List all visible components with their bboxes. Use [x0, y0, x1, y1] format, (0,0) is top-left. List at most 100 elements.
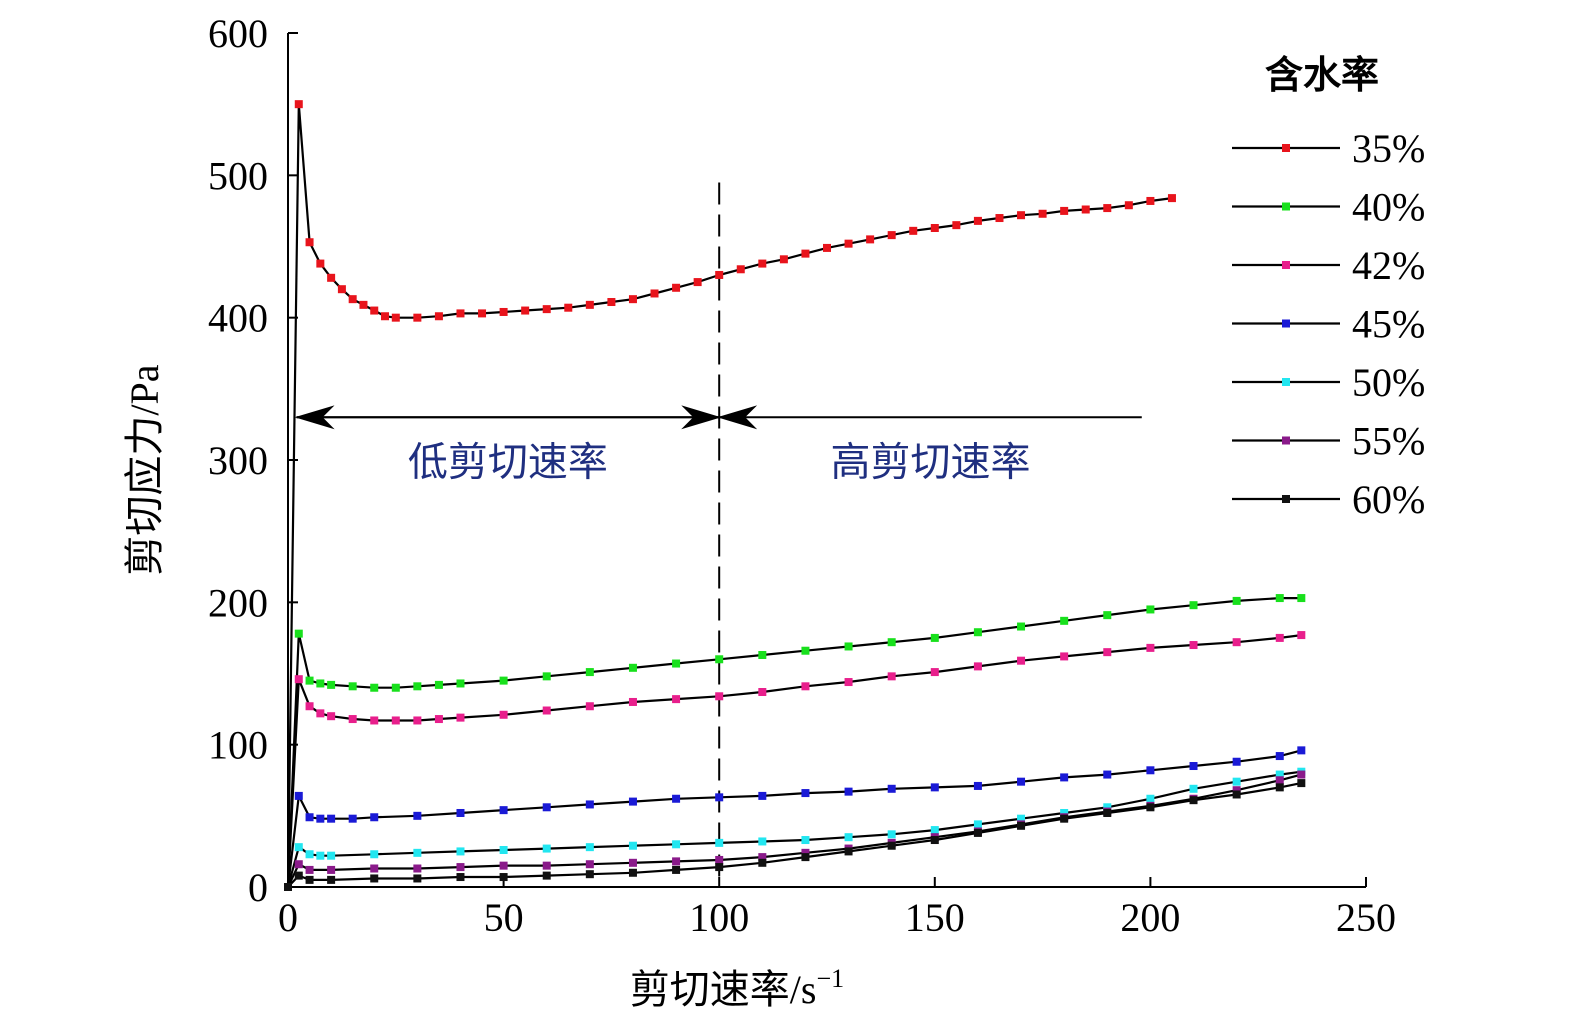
axes: 0 50 100 150 200 250 0 100 200 300 400 500 600 剪切速率/s…: [122, 11, 1396, 1012]
series-point: [327, 851, 336, 860]
series-point: [542, 706, 551, 715]
series-point: [1297, 779, 1306, 788]
series-point: [1017, 211, 1026, 220]
series-point: [294, 629, 303, 638]
series-1: [284, 100, 1176, 891]
series-point: [715, 692, 724, 701]
series-point: [316, 679, 325, 688]
y-tick-label: 0: [248, 865, 268, 910]
series-point: [305, 702, 314, 711]
series-2: [284, 594, 1306, 891]
series-point: [1146, 766, 1155, 775]
series-point: [413, 313, 422, 322]
series-point: [413, 716, 422, 725]
series-point: [1232, 596, 1241, 605]
y-tick-label: 600: [208, 11, 268, 56]
series-line: [287, 773, 1302, 888]
series-point: [542, 844, 551, 853]
series-point: [628, 868, 637, 877]
series-point: [1017, 622, 1026, 631]
series-point: [693, 278, 702, 287]
series-point: [973, 628, 982, 637]
series-point: [1189, 784, 1198, 793]
series-point: [844, 787, 853, 796]
series-point: [294, 100, 303, 109]
series-point: [758, 837, 767, 846]
series-7: [284, 779, 1306, 891]
series-point: [542, 803, 551, 812]
series-point: [1297, 594, 1306, 603]
series-point: [715, 855, 724, 864]
series-point: [973, 662, 982, 671]
legend-item: 35%: [1232, 126, 1425, 171]
series-point: [887, 638, 896, 647]
series-point: [1189, 796, 1198, 805]
series-point: [844, 642, 853, 651]
legend-label: 42%: [1352, 243, 1425, 288]
series-point: [1167, 194, 1176, 203]
series-point: [1081, 205, 1090, 214]
series-point: [499, 806, 508, 815]
legend-label: 40%: [1352, 185, 1425, 230]
series-point: [521, 306, 530, 315]
series-point: [316, 259, 325, 268]
series-point: [542, 672, 551, 681]
series-point: [628, 797, 637, 806]
series-line: [286, 103, 1173, 888]
series-point: [1275, 633, 1284, 642]
series-point: [542, 871, 551, 880]
y-tick-label: 500: [208, 153, 268, 198]
series-point: [1038, 209, 1047, 218]
series-point: [736, 265, 745, 274]
series-6: [284, 770, 1306, 891]
series-point: [564, 303, 573, 312]
series-point: [715, 655, 724, 664]
x-tick-label: 100: [689, 895, 749, 940]
legend-item: 60%: [1232, 477, 1425, 522]
x-tick-label: 200: [1120, 895, 1180, 940]
series-point: [801, 836, 810, 845]
series-point: [1017, 821, 1026, 830]
series-point: [672, 794, 681, 803]
series-point: [327, 814, 336, 823]
series-point: [952, 221, 961, 230]
series-point: [887, 784, 896, 793]
legend-label: 35%: [1352, 126, 1425, 171]
series-point: [456, 863, 465, 872]
x-tick-label: 0: [278, 895, 298, 940]
series-point: [1275, 776, 1284, 785]
series-point: [456, 873, 465, 882]
series-point: [1232, 777, 1241, 786]
series-point: [1103, 803, 1112, 812]
legend-item: 50%: [1232, 360, 1425, 405]
series-point: [801, 249, 810, 258]
series-point: [370, 813, 379, 822]
series-point: [758, 650, 767, 659]
series-point: [413, 811, 422, 820]
series-point: [844, 239, 853, 248]
series-point: [327, 712, 336, 721]
legend-item: 40%: [1232, 185, 1425, 230]
series-point: [715, 838, 724, 847]
series-point: [456, 679, 465, 688]
series-point: [844, 833, 853, 842]
series-point: [607, 298, 616, 307]
series-point: [801, 789, 810, 798]
series-point: [887, 841, 896, 850]
series-point: [434, 715, 443, 724]
series-point: [542, 861, 551, 870]
series-point: [391, 716, 400, 725]
series-point: [434, 312, 443, 321]
series-point: [1189, 762, 1198, 771]
y-tick-label: 100: [208, 723, 268, 768]
series-point: [1146, 794, 1155, 803]
series-point: [305, 875, 314, 884]
series-point: [413, 682, 422, 691]
series-point: [628, 858, 637, 867]
series-point: [844, 678, 853, 687]
series-point: [305, 676, 314, 685]
series-point: [456, 847, 465, 856]
series-point: [499, 710, 508, 719]
series-point: [930, 223, 939, 232]
series-point: [391, 313, 400, 322]
